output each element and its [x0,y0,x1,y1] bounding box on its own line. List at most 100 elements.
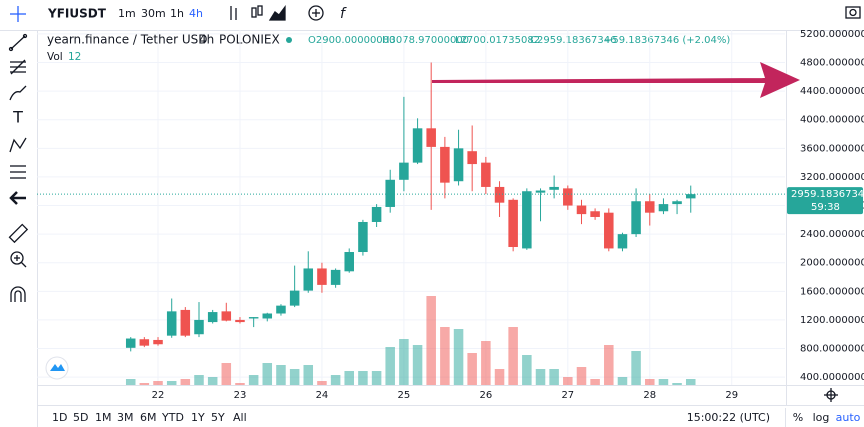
pattern-tool[interactable] [9,137,27,153]
candle-body [248,317,259,319]
volume-bar [194,375,204,385]
settings-icon[interactable] [824,388,838,402]
volume-bar [508,327,518,385]
candle-body [481,162,491,187]
volume-bar [289,369,300,385]
plot [37,30,785,385]
volume-bar [494,369,505,385]
candle-body [412,128,423,163]
candle-body [235,319,245,323]
percent-toggle[interactable]: % [793,411,803,424]
volume-bar [139,383,150,385]
candle-body [317,268,327,285]
candle-body [303,268,314,291]
volume-bar [262,363,273,385]
auto-toggle[interactable]: auto [836,411,861,424]
symbol[interactable]: YFIUSDT [47,7,107,21]
candle-body [153,339,163,345]
hide-toolbar[interactable] [9,191,26,205]
prediction-tool[interactable] [10,165,26,179]
interval-button[interactable]: 4h [189,7,203,20]
volume-bar [221,363,232,385]
candle-body [166,311,177,336]
candle-body [385,179,395,207]
x-tick-label: 27 [561,390,574,401]
volume-bar [590,379,600,385]
chart-style-icons [230,5,861,21]
x-tick-label: 26 [479,390,492,401]
candle-body [576,205,587,215]
zoom-tool[interactable] [10,251,27,268]
range-button[interactable]: All [233,411,247,424]
clock: 15:00:22 (UTC) [687,411,770,424]
candle-body [426,128,436,147]
indicators-button[interactable]: f [340,6,347,22]
y-tick-label: 400.00000000 [800,372,864,383]
volume-bar [276,365,286,385]
volume-bar [672,383,682,385]
volume-bar [453,329,464,385]
interval-button[interactable]: 1h [170,7,184,20]
y-tick-label: 4000.00000000 [800,115,864,126]
volume-bar [385,347,395,385]
volume-bar [412,345,423,385]
range-button[interactable]: YTD [161,411,184,424]
volume-bar [440,327,450,385]
range-button[interactable]: 5Y [211,411,225,424]
volume-bar [235,383,245,385]
candle-body [631,201,641,235]
last-price-box [787,187,863,215]
interval-button[interactable]: 1m [118,7,136,20]
volume-bar [371,371,382,385]
candle-body [139,339,150,346]
range-buttons: 1D 5D 1M 3M 6M YTD 1Y 5Y All [52,411,247,424]
text-tool[interactable]: T [12,108,23,127]
y-tick-label: 4800.00000000 [800,58,864,69]
legend-interval: 4h [199,33,214,47]
interval-buttons: 1m 30m 1h 4h [118,7,203,20]
drawing-toolbar: T [8,6,29,302]
y-tick-label: 800.00000000 [800,344,864,355]
y-tick-label: 1600.00000000 [800,286,864,297]
y-tick-label: 3600.00000000 [800,143,864,154]
candle-body [590,211,600,217]
logo-mark [50,364,65,371]
volume-bar [658,379,669,385]
market-status [286,37,292,43]
volume-bar [344,371,354,385]
candle-body [467,151,477,165]
legend-high: H3078.97000000 [382,35,469,46]
range-button[interactable]: 1D [52,411,67,424]
range-button[interactable]: 1M [95,411,112,424]
candle-body [549,186,559,190]
brush-tool[interactable] [9,85,27,101]
last-price-label: 2959.18367346 [791,189,864,200]
ruler-tool[interactable] [8,223,29,244]
volume-bar [563,377,573,385]
legend-low: L2700.01735082 [455,35,540,46]
candle-body [494,186,505,203]
candle-body [194,319,204,335]
range-button[interactable]: 1Y [191,411,205,424]
y-tick-label: 2400.00000000 [800,229,864,240]
candle-body [522,191,532,249]
interval-button[interactable]: 30m [141,7,166,20]
volume-bar [317,381,327,385]
range-button[interactable]: 3M [117,411,134,424]
candle-body [453,148,464,182]
magnet-tool[interactable] [10,286,26,302]
range-button[interactable]: 5D [73,411,88,424]
log-toggle[interactable]: log [813,411,830,424]
candle-body [371,206,382,222]
candle-body [221,311,232,321]
fib-tool[interactable] [10,59,26,75]
y-tick-label: 2000.00000000 [800,258,864,269]
trendline-tool[interactable] [8,33,28,52]
bar-countdown: 59:38 [811,202,840,213]
crosshair-tool[interactable] [10,6,26,22]
volume-bar [180,379,191,385]
range-button[interactable]: 6M [140,411,157,424]
candle-body [440,146,450,183]
candle-body [207,312,218,323]
